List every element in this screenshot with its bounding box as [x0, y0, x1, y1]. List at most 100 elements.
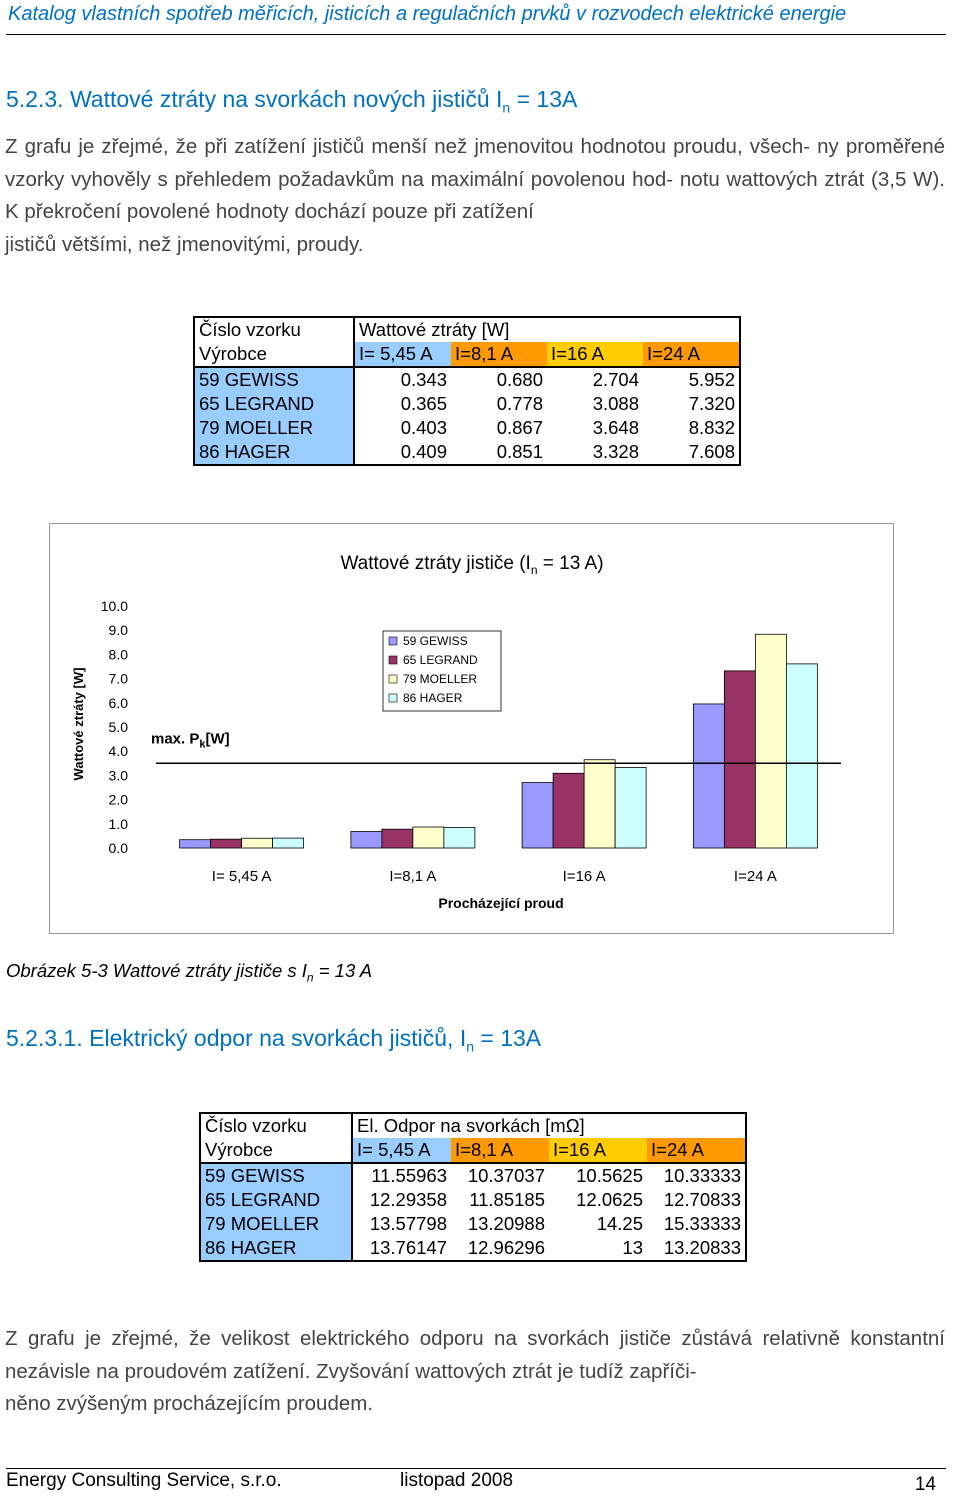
paragraph-line: Z grafu je zřejmé, že při zatížení jisti…: [5, 135, 811, 158]
paragraph-line: Z grafu je zřejmé, že velikost elektrick…: [5, 1327, 840, 1350]
bar: [723, 670, 756, 849]
table-cell: 8.832: [643, 416, 741, 440]
paragraph-line: ny proměřené vzorky vyhověly s přehledem…: [5, 135, 946, 191]
table-cell: 13.57798: [369, 1213, 447, 1234]
legend-swatch: [388, 674, 398, 684]
table-cell: 12.70833: [647, 1188, 747, 1212]
x-tick-label: I=24 A: [734, 868, 777, 885]
caption-tail: = 13 A: [313, 960, 373, 981]
bar: [692, 703, 725, 849]
table-row: 79 MOELLER 0.403 0.867 3.648 8.832: [193, 416, 741, 440]
wattage-loss-chart: Wattové ztráty jističe (In = 13 A) Watto…: [71, 553, 841, 911]
legend-swatch: [388, 636, 398, 646]
paragraph-line: konstantní nezávisle na proudovém zatíže…: [5, 1327, 945, 1383]
table-cell: 7.608: [643, 440, 741, 466]
limit-label: max. Pk[W]: [151, 730, 230, 750]
bar: [443, 827, 476, 849]
y-tick-label: 2.0: [109, 792, 129, 808]
figure-caption: Obrázek 5-3 Wattové ztráty jističe s In …: [6, 960, 372, 985]
table-cell: 13: [549, 1236, 647, 1262]
document-header: Katalog vlastních spotřeb měřicích, jist…: [8, 3, 847, 25]
x-tick-label: I=8,1 A: [389, 868, 436, 885]
table-cell: 13.76147: [352, 1236, 451, 1262]
table-header-sample: Číslo vzorku: [193, 316, 355, 342]
table-cell: 0.409: [354, 440, 451, 466]
table-cell: 3.648: [592, 417, 639, 438]
y-tick-label: 9.0: [109, 622, 129, 638]
bar: [241, 837, 274, 849]
bar: [521, 782, 554, 849]
y-tick-label: 4.0: [109, 743, 129, 759]
caption-sub: n: [306, 970, 314, 985]
table-row: 79 MOELLER 13.57798 13.20988 14.25 15.33…: [199, 1212, 747, 1236]
table-cell: 13.20988: [467, 1213, 545, 1234]
table-cell: 12.96296: [451, 1236, 549, 1262]
section-title-tail: = 13A: [510, 86, 578, 112]
chart-title: Wattové ztráty jističe (In = 13 A): [340, 553, 603, 577]
section-heading-1: 5.2.3. Wattové ztráty na svorkách nových…: [6, 86, 577, 116]
section-title-sub: n: [502, 99, 511, 116]
wattage-loss-table: Číslo vzorku Wattové ztráty [W] Výrobce …: [193, 316, 741, 466]
legend-label: 79 MOELLER: [403, 672, 477, 686]
header-rule: [6, 34, 946, 35]
bar: [614, 767, 647, 849]
table-column-header: I= 5,45 A: [352, 1138, 451, 1164]
table-cell: 7.320: [643, 392, 741, 416]
section-title-sub: n: [466, 1038, 475, 1055]
table-cell: 2.704: [592, 369, 639, 390]
paragraph-1: Z grafu je zřejmé, že při zatížení jisti…: [5, 131, 945, 261]
table-row: 59 GEWISS 11.55963 10.37037 10.5625 10.3…: [199, 1163, 747, 1188]
bar: [754, 633, 787, 849]
table-cell: 10.37037: [467, 1165, 545, 1186]
resistance-table: Číslo vzorku El. Odpor na svorkách [mΩ] …: [199, 1112, 747, 1262]
table-cell: 11.85185: [469, 1189, 545, 1210]
footer-rule: [6, 1468, 946, 1469]
paragraph-line: notu wattových ztrát (3,5 W). K překroče…: [5, 167, 945, 224]
table-row-name: 59 GEWISS: [199, 1163, 353, 1188]
table-row: 86 HAGER 0.409 0.851 3.328 7.608: [193, 440, 741, 466]
table-column-header: I=24 A: [643, 342, 741, 368]
table-row-name: 59 GEWISS: [193, 367, 355, 392]
bar: [179, 839, 212, 849]
table-cell: 0.778: [496, 393, 543, 414]
table-row-name: 86 HAGER: [193, 440, 355, 466]
legend-swatch: [388, 655, 398, 665]
footer-company: Energy Consulting Service, s.r.o.: [6, 1470, 282, 1491]
table-row: 59 GEWISS 0.343 0.680 2.704 5.952: [193, 367, 741, 392]
bar: [785, 663, 818, 849]
table-column-header: I= 5,45 A: [354, 342, 451, 368]
table-cell: 5.952: [643, 367, 741, 392]
y-tick-label: 6.0: [109, 695, 129, 711]
y-tick-label: 7.0: [109, 671, 129, 687]
table-header-sample: Číslo vzorku: [199, 1112, 353, 1138]
section-title: Wattové ztráty na svorkách nových jistič…: [69, 86, 503, 112]
table-cell: 3.088: [592, 393, 639, 414]
bar: [210, 838, 243, 849]
table-column-header: I=8,1 A: [451, 1138, 549, 1164]
paragraph-line: jističů většími, než jmenovitými, proudy…: [5, 232, 364, 256]
bar: [552, 772, 585, 849]
table-column-header: I=16 A: [549, 1138, 647, 1164]
table-row: 65 LEGRAND 0.365 0.778 3.088 7.320: [193, 392, 741, 416]
table-header-quantity: El. Odpor na svorkách [mΩ]: [351, 1112, 747, 1138]
table-header-manufacturer: Výrobce: [199, 1138, 353, 1164]
legend-swatch: [388, 693, 398, 703]
table-header-quantity: Wattové ztráty [W]: [353, 316, 741, 342]
y-tick-label: 0.0: [109, 840, 129, 856]
y-tick-label: 10.0: [101, 598, 128, 614]
legend-label: 86 HAGER: [403, 691, 463, 705]
section-number: 5.2.3.: [6, 86, 64, 112]
table-row: 65 LEGRAND 12.29358 11.85185 12.0625 12.…: [199, 1188, 747, 1212]
y-tick-label: 1.0: [109, 816, 129, 832]
table-cell: 12.29358: [369, 1189, 447, 1210]
bar: [412, 826, 445, 849]
section-title-tail: = 13A: [474, 1025, 542, 1051]
y-tick-label: 5.0: [109, 719, 129, 735]
table-cell: 0.343: [400, 369, 447, 390]
x-tick-label: I=16 A: [563, 868, 606, 885]
table-cell: 0.867: [496, 417, 543, 438]
footer-date: listopad 2008: [400, 1470, 514, 1491]
table-cell: 0.851: [451, 440, 547, 466]
table-row-name: 65 LEGRAND: [199, 1188, 353, 1212]
section-title: Elektrický odpor na svorkách jističů, I: [89, 1025, 467, 1051]
